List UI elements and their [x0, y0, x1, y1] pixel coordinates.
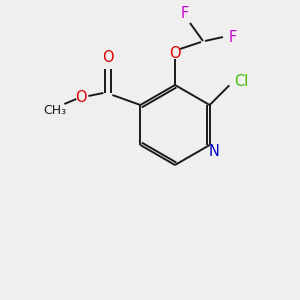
Text: F: F [229, 29, 237, 44]
Text: CH₃: CH₃ [43, 104, 66, 118]
Text: O: O [103, 50, 114, 65]
Text: O: O [169, 46, 181, 61]
Text: Cl: Cl [234, 74, 249, 89]
Text: O: O [76, 91, 87, 106]
Text: F: F [181, 5, 189, 20]
Text: N: N [208, 145, 219, 160]
